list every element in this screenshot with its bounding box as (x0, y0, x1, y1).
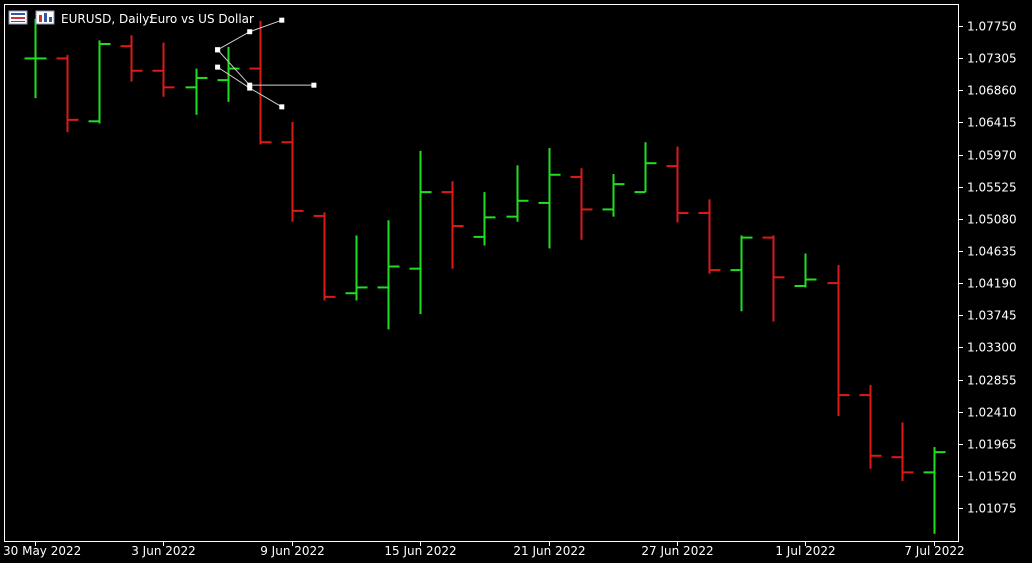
time-tick-label: 3 Jun 2022 (131, 544, 196, 558)
ohlc-bar (185, 68, 208, 115)
price-tick-label: 1.07750 (967, 20, 1017, 34)
time-tick-label: 7 Jul 2022 (904, 544, 964, 558)
fork-anchor-point[interactable] (247, 29, 253, 35)
fork-anchor-point[interactable] (279, 17, 285, 23)
price-tick-label: 1.01965 (967, 438, 1017, 452)
ohlc-bar (666, 146, 689, 223)
price-tick-label: 1.02410 (967, 406, 1017, 420)
ohlc-bar (152, 42, 175, 97)
price-tick-label: 1.02855 (967, 374, 1017, 388)
price-tick-label: 1.04635 (967, 245, 1017, 259)
ohlc-bar (538, 148, 561, 249)
ohlc-bar (313, 212, 336, 301)
time-tick-label: 15 Jun 2022 (384, 544, 456, 558)
chart-window-icon (8, 10, 28, 25)
ohlc-bar (441, 181, 464, 269)
ohlc-bar (24, 18, 47, 99)
price-tick-label: 1.05080 (967, 213, 1017, 227)
fork-annotation[interactable] (215, 17, 317, 110)
fork-anchor-point[interactable] (311, 82, 317, 88)
ohlc-bar (602, 174, 625, 217)
ohlc-bar (56, 54, 79, 133)
price-tick-label: 1.01075 (967, 502, 1017, 516)
ohlc-bar (345, 235, 368, 301)
ohlc-bar (859, 384, 882, 469)
ohlc-bar (570, 168, 593, 240)
price-tick-label: 1.06860 (967, 84, 1017, 98)
price-tick-label: 1.06415 (967, 116, 1017, 130)
symbol-timeframe: EURUSD, Daily: (61, 12, 153, 26)
chart-header: EURUSD, Daily: Euro vs US Dollar (8, 10, 254, 26)
ohlc-bar (827, 265, 850, 417)
ohlc-bar (409, 150, 432, 315)
ohlc-bar (891, 422, 914, 482)
price-tick-label: 1.01520 (967, 470, 1017, 484)
time-tick-label: 1 Jul 2022 (775, 544, 835, 558)
price-axis[interactable]: 1.07750 1.07305 1.06860 1.06415 1.05970 1.055… (958, 20, 1017, 516)
ohlc-bar (377, 220, 400, 330)
chart-toolbar-icon (35, 10, 55, 25)
fork-anchor-point[interactable] (215, 64, 221, 70)
price-tick-label: 1.05525 (967, 181, 1017, 195)
time-tick-label: 21 Jun 2022 (513, 544, 585, 558)
time-tick-label: 9 Jun 2022 (260, 544, 325, 558)
ohlc-bar (923, 447, 946, 534)
ohlc-bar (698, 199, 721, 274)
ohlc-bar (634, 142, 657, 194)
fork-anchor-point[interactable] (247, 82, 253, 88)
ohlc-bar (794, 253, 817, 288)
ohlc-bar (281, 122, 304, 222)
price-tick-label: 1.03745 (967, 309, 1017, 323)
price-tick-label: 1.03300 (967, 341, 1017, 355)
time-axis[interactable]: 30 May 2022 3 Jun 2022 9 Jun 2022 15 Jun 20… (3, 541, 965, 558)
price-tick-label: 1.05970 (967, 149, 1017, 163)
time-tick-label: 27 Jun 2022 (641, 544, 713, 558)
fork-anchor-point[interactable] (215, 47, 221, 53)
ohlc-bar (120, 35, 143, 82)
ohlc-bar (88, 40, 111, 124)
price-tick-label: 1.04190 (967, 277, 1017, 291)
ohlc-bar (473, 192, 496, 246)
price-tick-label: 1.07305 (967, 52, 1017, 66)
fork-anchor-point[interactable] (247, 85, 253, 91)
symbol-description: Euro vs US Dollar (150, 12, 254, 26)
fork-anchor-point[interactable] (279, 104, 285, 110)
ohlc-bar (762, 235, 785, 322)
ohlc-bar (249, 20, 272, 145)
time-tick-label: 30 May 2022 (3, 544, 81, 558)
ohlc-bar (730, 235, 753, 312)
ohlc-bar (506, 165, 529, 222)
